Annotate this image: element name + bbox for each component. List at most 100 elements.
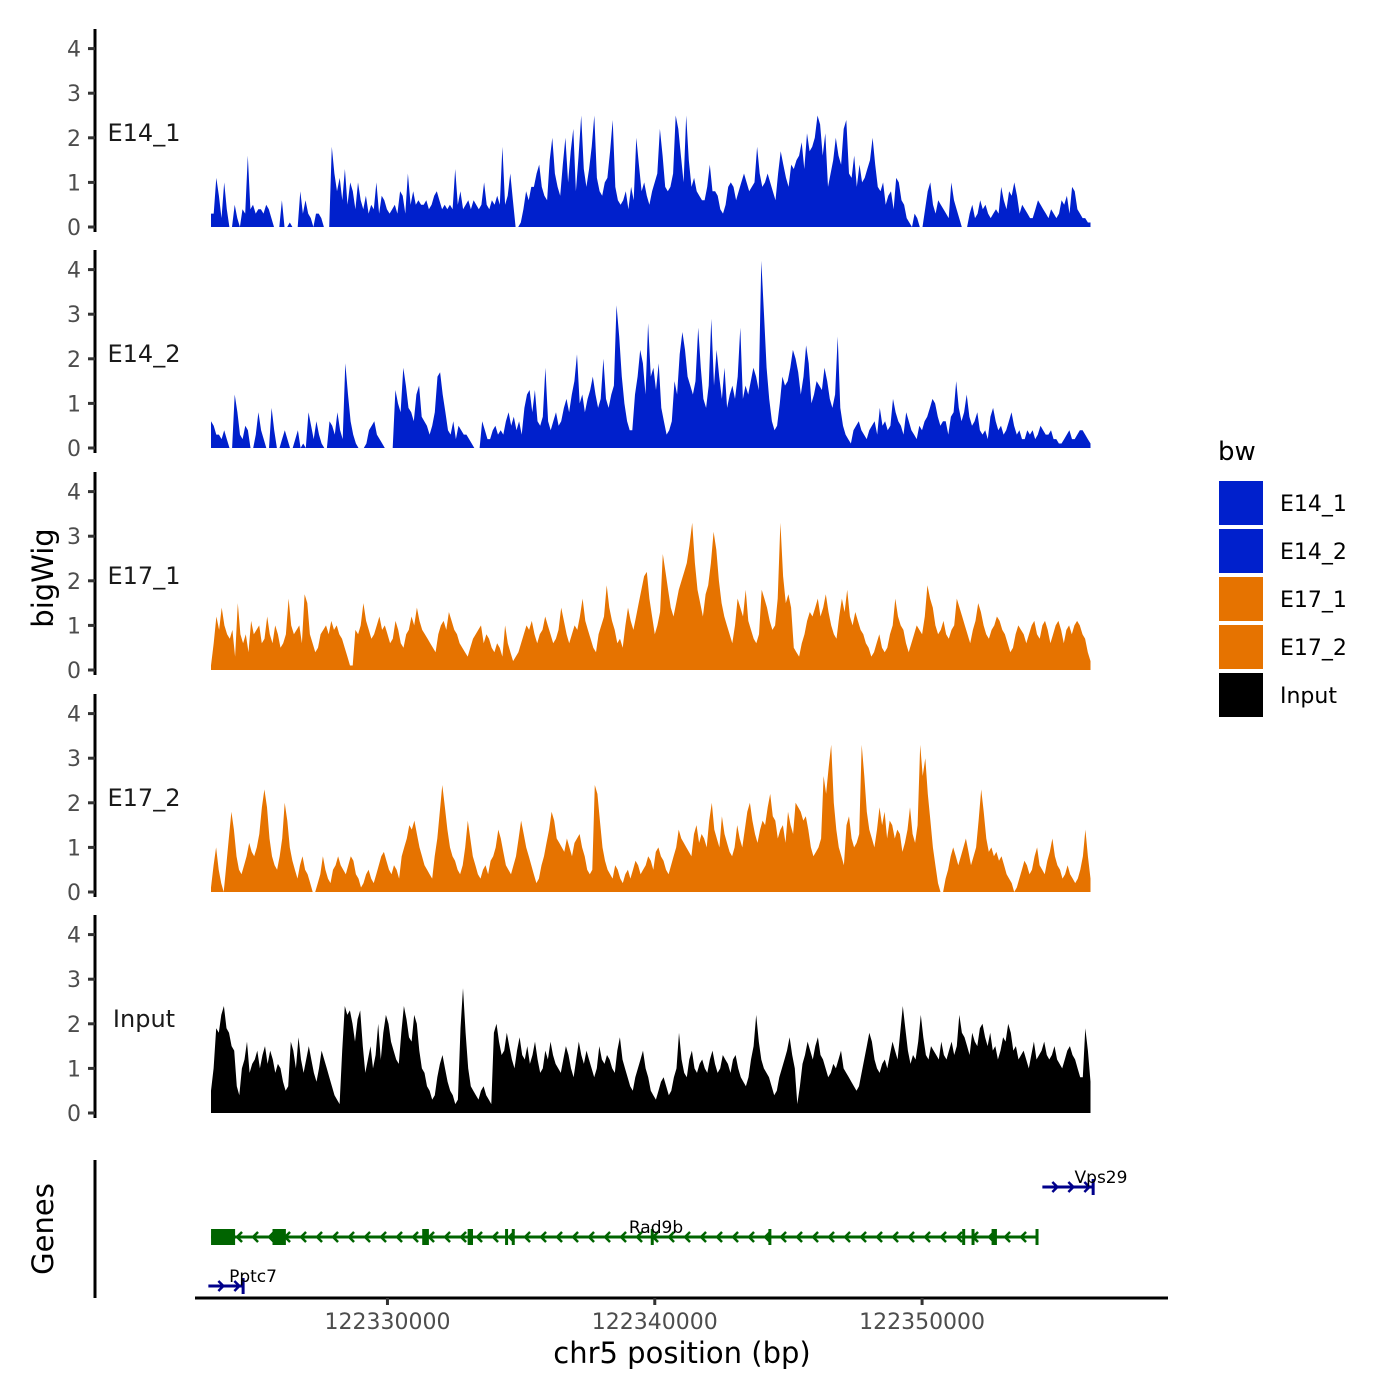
exon	[505, 1229, 509, 1245]
signal-area-e17_1	[211, 522, 1091, 670]
strand-chevron	[363, 1231, 371, 1243]
strand-chevron	[699, 1231, 707, 1243]
strand-chevron	[939, 1231, 947, 1243]
y-tick-label: 4	[67, 481, 81, 506]
strand-chevron	[779, 1231, 787, 1243]
track-label: E17_1	[108, 562, 181, 590]
y-tick-label: 1	[67, 392, 81, 417]
legend-swatch-e14_1	[1219, 481, 1263, 525]
strand-chevron	[875, 1231, 883, 1243]
legend-label: E14_2	[1280, 540, 1347, 565]
strand-chevron	[1019, 1231, 1027, 1243]
strand-chevron	[1051, 1181, 1060, 1193]
y-tick-label: 3	[67, 968, 81, 993]
gene-label: Pptc7	[229, 1267, 277, 1287]
exon	[962, 1229, 966, 1245]
strand-chevron	[299, 1231, 307, 1243]
strand-chevron	[331, 1231, 339, 1243]
legend-title: bw	[1218, 437, 1256, 467]
genes-track: Rad9b Vps29 Pptc7	[93, 1160, 1127, 1298]
exon	[768, 1229, 772, 1245]
strand-chevron	[555, 1231, 563, 1243]
y-tick-label: 0	[67, 437, 81, 462]
y-tick-label: 2	[67, 792, 81, 817]
legend-label: E17_2	[1280, 636, 1347, 661]
strand-chevron	[427, 1231, 435, 1243]
y-tick-label: 1	[67, 614, 81, 639]
strand-chevron	[217, 1280, 226, 1292]
legend-swatch-e17_2	[1219, 625, 1263, 669]
strand-chevron	[683, 1231, 691, 1243]
track-panel-e14_2: 0 1 2 3 4 E14_2	[67, 250, 1091, 462]
legend-label: E14_1	[1280, 492, 1347, 517]
strand-chevron	[347, 1231, 355, 1243]
strand-chevron	[539, 1231, 547, 1243]
track-panel-e17_2: 0 1 2 3 4 E17_2	[67, 694, 1091, 906]
signal-area-input	[211, 988, 1091, 1113]
track-panel-e14_1: 0 1 2 3 4 E14_1	[67, 29, 1091, 241]
strand-chevron	[635, 1231, 643, 1243]
y-tick-label: 1	[67, 1057, 81, 1082]
gene-label: Rad9b	[629, 1218, 683, 1238]
strand-chevron	[763, 1231, 771, 1243]
strand-chevron	[923, 1231, 931, 1243]
y-tick-label: 0	[67, 216, 81, 241]
exon	[211, 1229, 236, 1245]
x-tick-label: 122330000	[324, 1310, 450, 1335]
signal-area-e14_2	[211, 260, 1091, 448]
strand-chevron	[235, 1231, 243, 1243]
gene-pptc7: Pptc7	[208, 1267, 277, 1294]
track-panels: 0 1 2 3 4 E14_1 0 1 2 3 4 E14_2 0 1 2 3 4 E17_1 0 1 2 3 4 E17_2…	[67, 29, 1091, 1127]
strand-chevron	[491, 1231, 499, 1243]
exon	[991, 1229, 997, 1245]
strand-chevron	[603, 1231, 611, 1243]
y-tick-label: 4	[67, 924, 81, 949]
gene-vps29: Vps29	[1042, 1168, 1127, 1195]
y-tick-label: 2	[67, 570, 81, 595]
strand-chevron	[843, 1231, 851, 1243]
legend-label: Input	[1280, 684, 1337, 709]
y-tick-label: 3	[67, 525, 81, 550]
strand-chevron	[955, 1231, 963, 1243]
strand-chevron	[667, 1231, 675, 1243]
gene-label: Vps29	[1075, 1168, 1128, 1188]
signal-area-e14_1	[211, 115, 1091, 227]
y-tick-label: 0	[67, 659, 81, 684]
y-tick-label: 3	[67, 82, 81, 107]
strand-chevron	[267, 1231, 275, 1243]
x-tick-label: 122350000	[859, 1310, 985, 1335]
y-tick-label: 2	[67, 1013, 81, 1038]
strand-chevron	[619, 1231, 627, 1243]
gene-rad9b: Rad9b	[211, 1218, 1039, 1245]
y-axis-title: bigWig	[26, 528, 60, 627]
strand-chevron	[811, 1231, 819, 1243]
track-label: E14_2	[108, 340, 181, 368]
y-tick-label: 1	[67, 171, 81, 196]
track-panel-input: 0 1 2 3 4 Input	[67, 915, 1091, 1127]
signal-area-e17_2	[211, 744, 1091, 892]
y-tick-label: 2	[67, 348, 81, 373]
y-tick-label: 1	[67, 836, 81, 861]
y-tick-label: 3	[67, 747, 81, 772]
strand-chevron	[379, 1231, 387, 1243]
strand-chevron	[459, 1231, 467, 1243]
strand-chevron	[795, 1231, 803, 1243]
strand-chevron	[443, 1231, 451, 1243]
track-label: Input	[113, 1005, 175, 1033]
strand-chevron	[715, 1231, 723, 1243]
strand-chevron	[571, 1231, 579, 1243]
exon	[467, 1229, 473, 1245]
exon	[971, 1229, 975, 1245]
strand-chevron	[891, 1231, 899, 1243]
legend-label: E17_1	[1280, 588, 1347, 613]
strand-chevron	[827, 1231, 835, 1243]
strand-chevron	[233, 1280, 242, 1292]
exon	[511, 1229, 515, 1245]
genes-track-title: Genes	[26, 1183, 60, 1275]
strand-chevron	[747, 1231, 755, 1243]
strand-chevron	[1067, 1181, 1076, 1193]
legend-swatch-input	[1219, 673, 1263, 717]
strand-chevron	[523, 1231, 531, 1243]
y-tick-label: 3	[67, 303, 81, 328]
